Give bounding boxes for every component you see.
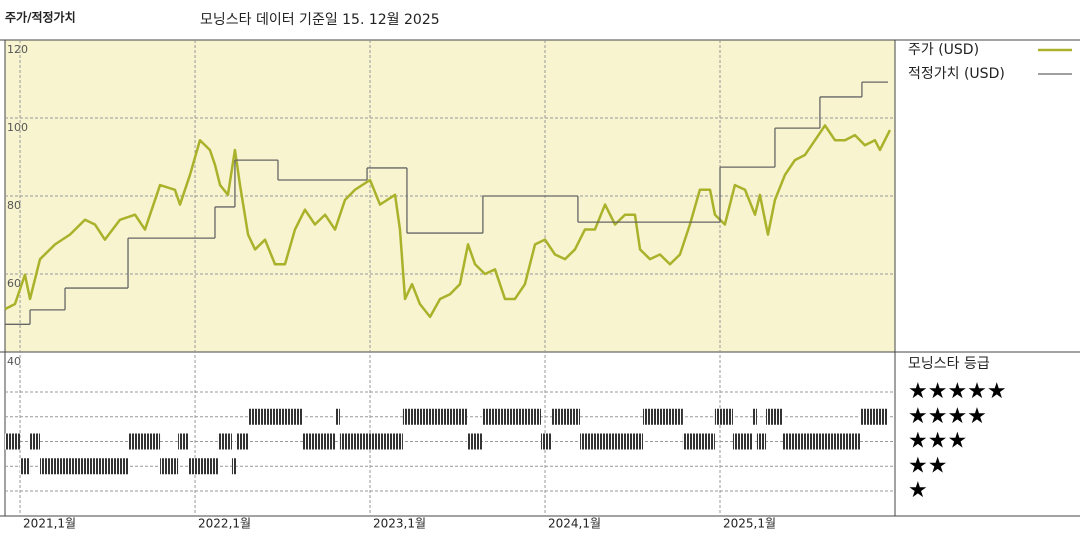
y-tick-label: 40 xyxy=(7,355,21,368)
rating-bar xyxy=(732,433,753,450)
rating-bar xyxy=(402,408,467,425)
x-tick-label: 2023,1월 xyxy=(373,517,426,531)
rating-legend-label: ★★★★★ xyxy=(908,379,1007,404)
chart-subtitle: 모닝스타 데이터 기준일 15. 12월 2025 xyxy=(200,12,440,28)
rating-bar xyxy=(160,458,179,475)
rating-bar xyxy=(178,433,189,450)
y-tick-label: 120 xyxy=(7,43,28,56)
rating-bar xyxy=(860,408,889,425)
rating-bar xyxy=(5,433,21,450)
rating-bar xyxy=(128,433,161,450)
rating-bar xyxy=(714,408,733,425)
rating-bar xyxy=(39,458,129,475)
rating-bar xyxy=(303,433,336,450)
x-tick-label: 2025,1월 xyxy=(723,517,776,531)
legend-label: 적정가치 (USD) xyxy=(908,66,1005,82)
rating-bar xyxy=(643,408,683,425)
y-tick-label: 100 xyxy=(7,121,28,134)
rating-legend-label: ★★★★ xyxy=(908,404,987,429)
y-tick-label: 60 xyxy=(7,277,21,290)
x-tick-label: 2021,1월 xyxy=(23,517,76,531)
price-line xyxy=(4,124,892,319)
y-tick-label: 80 xyxy=(7,199,21,212)
rating-bar xyxy=(20,458,31,475)
rating-bar xyxy=(335,408,340,425)
rating-bar xyxy=(30,433,40,450)
rating-bar xyxy=(235,433,249,450)
rating-bar xyxy=(682,433,715,450)
rating-bar xyxy=(188,458,218,475)
rating-bar xyxy=(482,408,541,425)
rating-bar xyxy=(766,408,784,425)
rating-bar xyxy=(552,408,581,425)
rating-bar xyxy=(580,433,644,450)
rating-title: 모닝스타 등급 xyxy=(908,356,990,372)
rating-bar xyxy=(783,433,861,450)
legend-label: 주가 (USD) xyxy=(908,42,979,58)
rating-bar xyxy=(752,408,757,425)
chart-title: 주가/적정가치 xyxy=(5,10,76,25)
rating-bar xyxy=(217,433,232,450)
x-tick-label: 2024,1월 xyxy=(548,517,601,531)
rating-bar xyxy=(231,458,236,475)
rating-bar xyxy=(466,433,483,450)
rating-legend-label: ★ xyxy=(908,478,928,503)
rating-bar xyxy=(540,433,553,450)
rating-bar xyxy=(339,433,403,450)
rating-bar xyxy=(248,408,304,425)
rating-legend-label: ★★★ xyxy=(908,429,967,454)
rating-bar xyxy=(756,433,767,450)
x-tick-label: 2022,1월 xyxy=(198,517,251,531)
rating-legend-label: ★★ xyxy=(908,453,947,478)
